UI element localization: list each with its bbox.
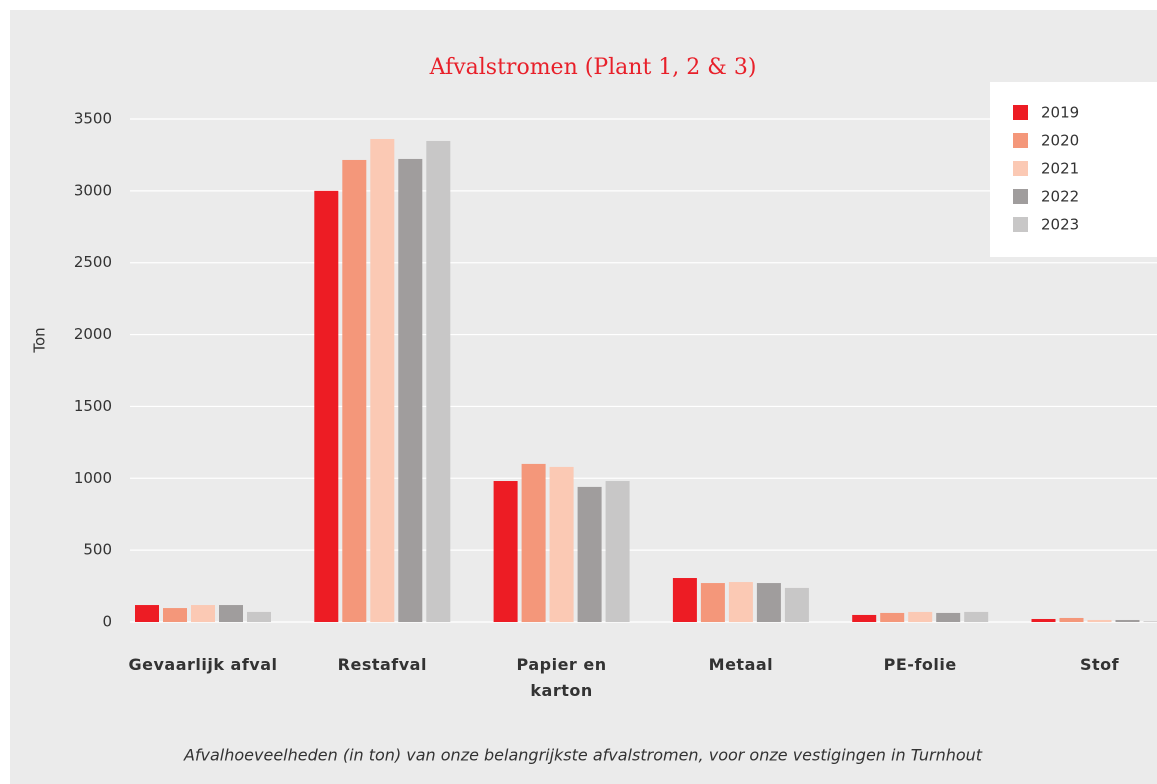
bar bbox=[426, 140, 451, 622]
bar bbox=[1115, 619, 1140, 622]
bar bbox=[852, 614, 877, 622]
x-tick-label: Stof bbox=[1079, 655, 1120, 674]
bar bbox=[964, 611, 989, 622]
x-tick-label: PE-folie bbox=[883, 655, 957, 674]
bar bbox=[342, 159, 367, 623]
bar bbox=[908, 611, 933, 622]
x-tick-label: Restafval bbox=[337, 655, 427, 674]
bar bbox=[191, 605, 215, 622]
x-tick-label: Papier en karton bbox=[516, 655, 607, 700]
bar bbox=[784, 587, 809, 622]
legend-swatch bbox=[1013, 189, 1028, 204]
bar bbox=[398, 158, 423, 622]
bar bbox=[1087, 619, 1112, 622]
panel bbox=[10, 10, 1157, 784]
y-tick-label: 0 bbox=[102, 613, 112, 631]
y-tick-label: 3000 bbox=[74, 181, 112, 199]
legend-swatch bbox=[1013, 105, 1028, 120]
x-tick-label: Gevaarlijk afval bbox=[128, 655, 278, 674]
y-tick-label: 2500 bbox=[74, 253, 112, 271]
legend-swatch bbox=[1013, 161, 1028, 176]
bar bbox=[1031, 618, 1056, 622]
bar bbox=[756, 583, 781, 622]
bar bbox=[314, 190, 339, 622]
bar bbox=[370, 138, 395, 622]
caption: Afvalhoeveelheden (in ton) van onze bela… bbox=[183, 746, 983, 765]
legend-label: 2023 bbox=[1041, 216, 1079, 234]
y-tick-label: 1000 bbox=[74, 469, 112, 487]
legend-label: 2020 bbox=[1041, 132, 1079, 150]
y-tick-label: 1500 bbox=[74, 397, 112, 415]
y-tick-label: 500 bbox=[83, 541, 112, 559]
y-tick-label: 2000 bbox=[74, 325, 112, 343]
bar bbox=[493, 481, 518, 622]
bar bbox=[577, 486, 602, 622]
bar bbox=[219, 605, 243, 622]
chart-title: Afvalstromen (Plant 1, 2 & 3) bbox=[429, 55, 757, 80]
bar bbox=[247, 611, 271, 622]
bar bbox=[605, 481, 630, 622]
bar bbox=[672, 578, 697, 622]
y-tick-label: 3500 bbox=[74, 110, 112, 128]
legend-label: 2021 bbox=[1041, 160, 1079, 178]
x-tick-label: Metaal bbox=[708, 655, 774, 674]
bar bbox=[163, 608, 187, 622]
legend-label: 2019 bbox=[1041, 104, 1079, 122]
bar bbox=[700, 583, 725, 622]
bar bbox=[936, 612, 961, 622]
legend-label: 2022 bbox=[1041, 188, 1079, 206]
bar bbox=[1143, 621, 1157, 622]
bar bbox=[521, 463, 546, 622]
bar bbox=[728, 582, 753, 622]
bar bbox=[880, 612, 905, 622]
legend-swatch bbox=[1013, 217, 1028, 232]
legend-swatch bbox=[1013, 133, 1028, 148]
bar bbox=[1059, 617, 1084, 622]
bar bbox=[549, 466, 574, 622]
y-axis-label: Ton bbox=[31, 327, 49, 353]
bar bbox=[135, 605, 159, 622]
